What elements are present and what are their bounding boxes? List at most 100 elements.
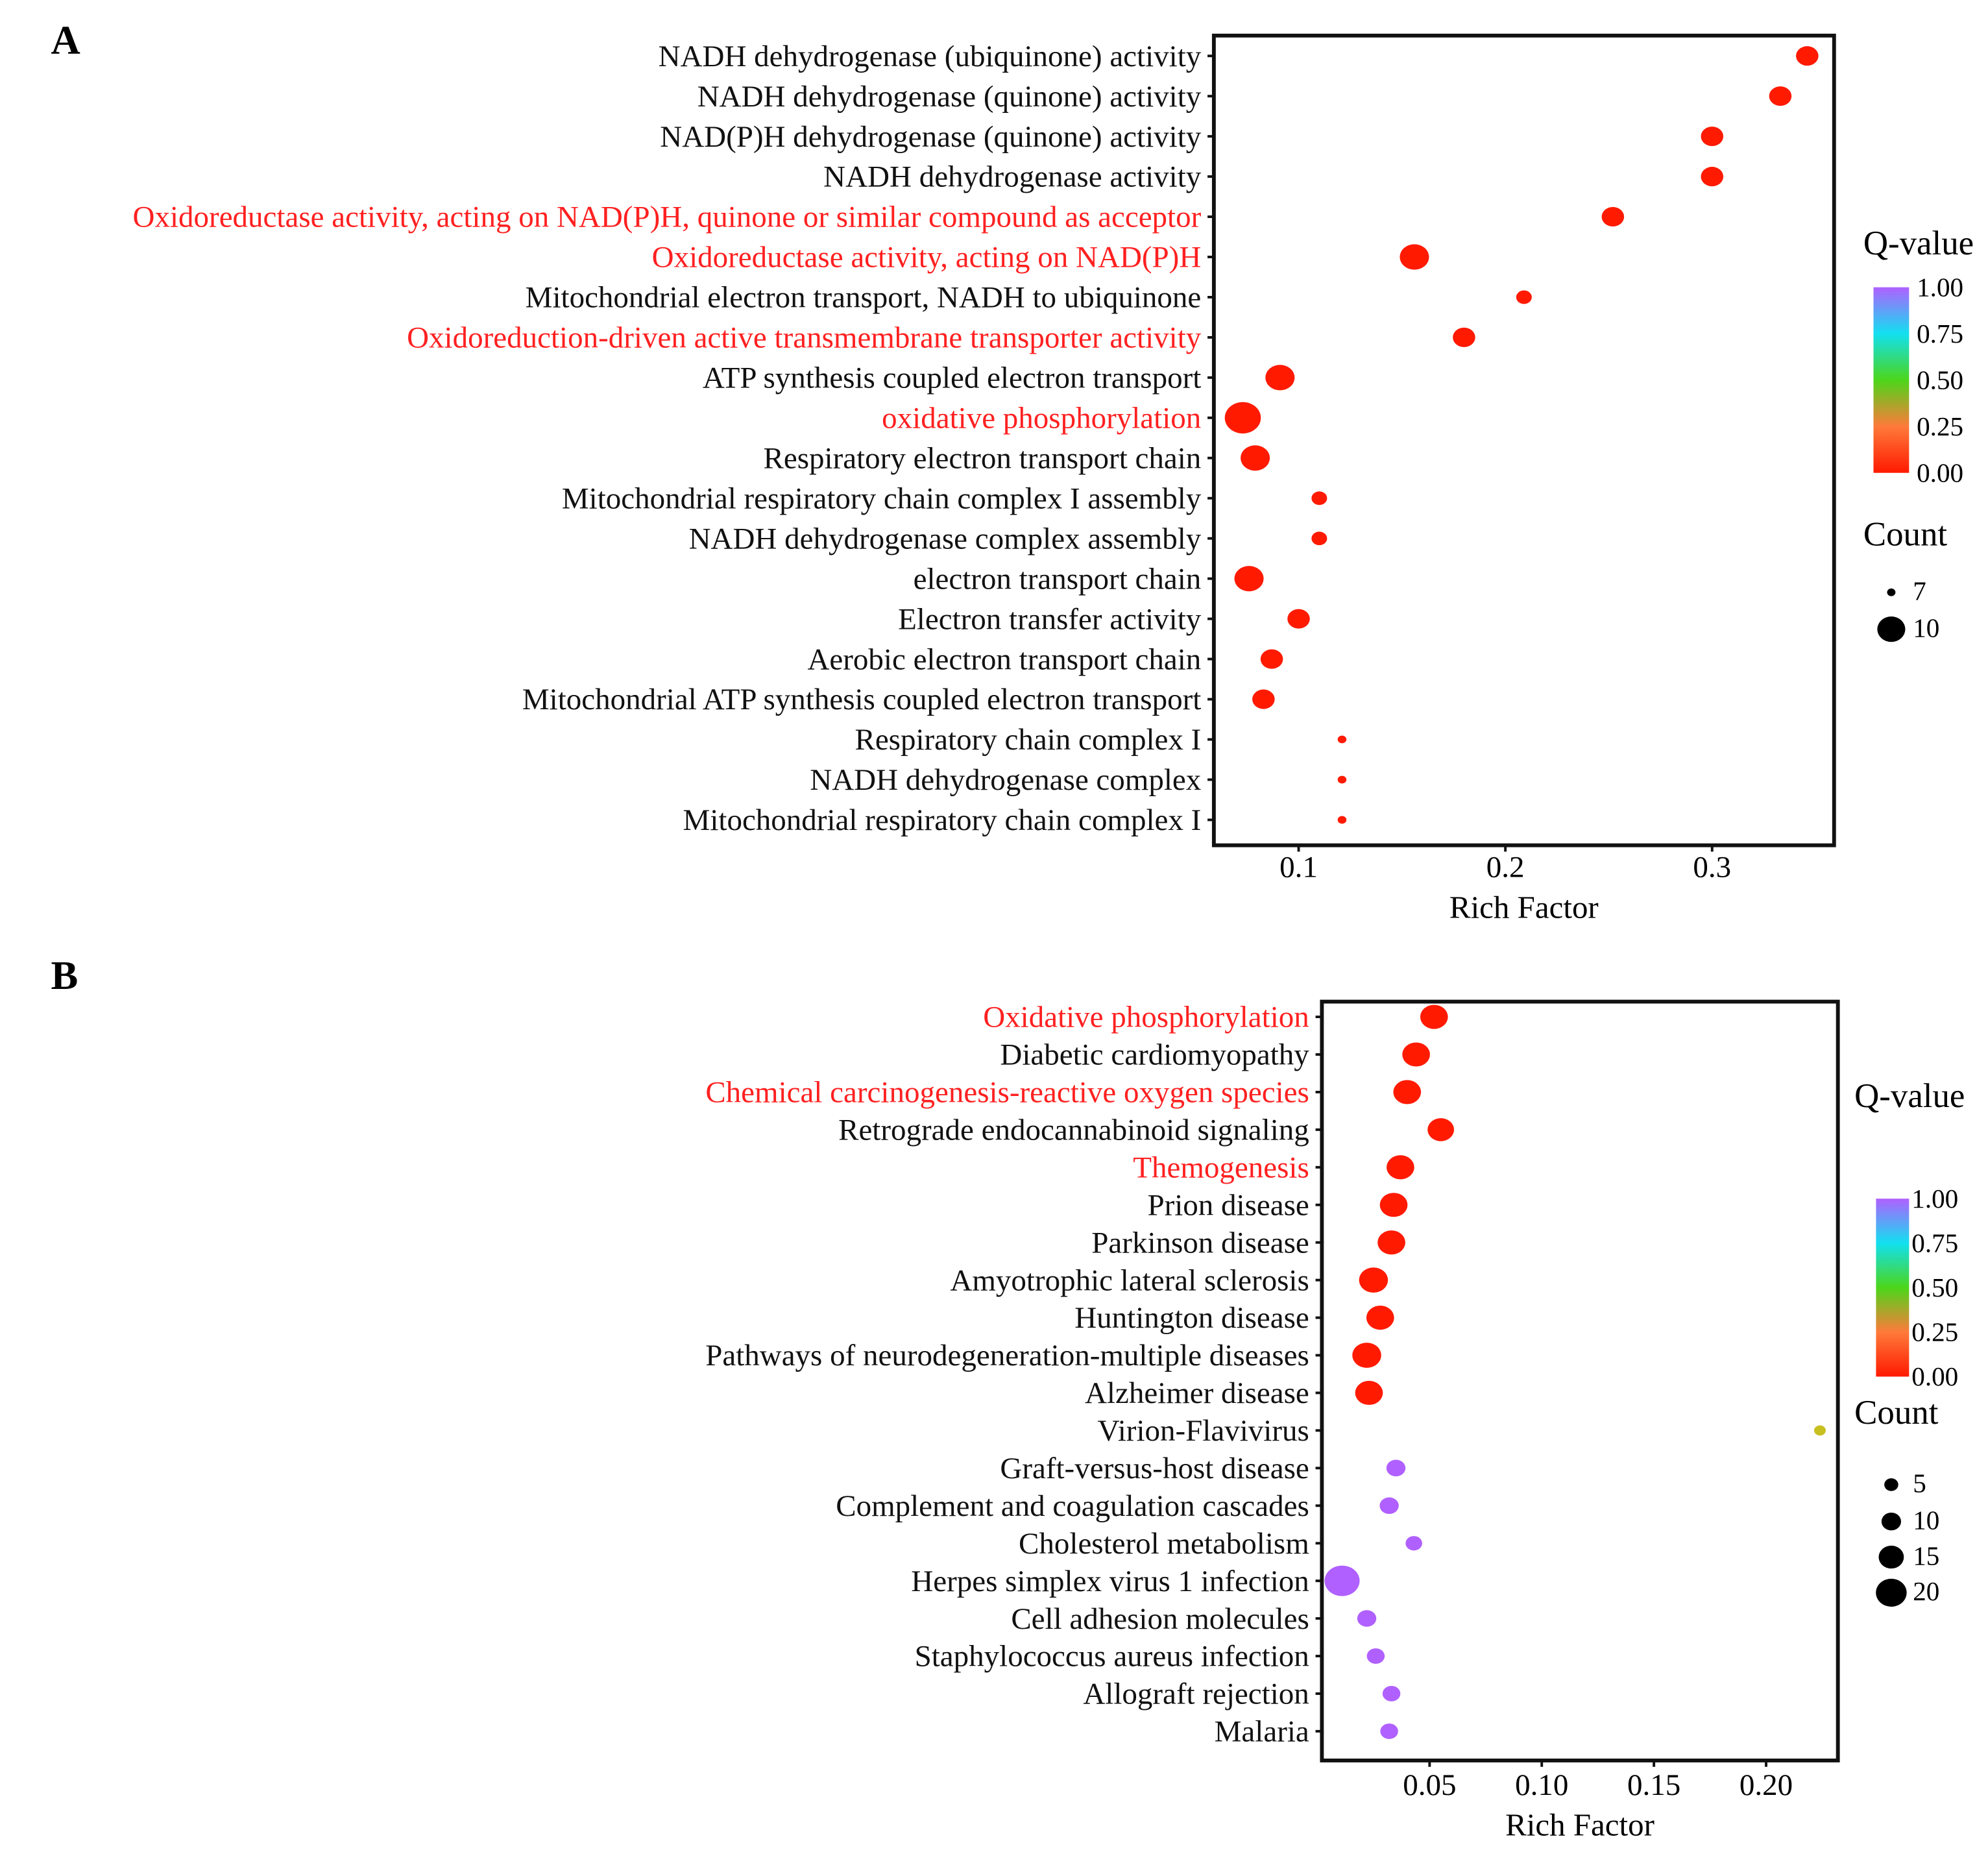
size-legend-label: 5	[1913, 1468, 1926, 1498]
y-tick-label: Oxidoreductase activity, acting on NAD(P…	[133, 201, 1202, 234]
data-point	[1405, 1536, 1422, 1551]
data-point	[1366, 1306, 1394, 1330]
y-tick-label: NADH dehydrogenase activity	[823, 160, 1202, 194]
y-tick-label: Complement and coagulation cascades	[836, 1489, 1309, 1523]
x-tick-label: 0.1	[1279, 851, 1318, 884]
data-point	[1601, 207, 1625, 227]
y-tick-label: electron transport chain	[914, 562, 1202, 596]
size-legend-dot	[1887, 588, 1896, 596]
data-point	[1516, 290, 1532, 304]
panel-b: B Oxidative phosphorylation Diabetic cardi…	[51, 953, 1965, 1843]
colorbar-tick-label: 0.50	[1917, 365, 1963, 395]
data-point	[1427, 1118, 1455, 1141]
colorbar	[1876, 1199, 1909, 1377]
x-tick-label: 0.05	[1403, 1768, 1456, 1802]
colorbar-tick-label: 0.75	[1911, 1228, 1958, 1258]
size-legend-label: 10	[1913, 1505, 1939, 1535]
colorbar-tick-label: 1.00	[1911, 1184, 1958, 1213]
plot-frame	[1320, 999, 1840, 1762]
y-tick-label: Malaria	[1215, 1715, 1309, 1749]
data-point	[1357, 1610, 1377, 1627]
y-tick-label: Alzheimer disease	[1085, 1376, 1309, 1410]
data-point	[1260, 649, 1283, 669]
data-point	[1453, 327, 1475, 347]
x-tick-label: 0.20	[1740, 1768, 1793, 1802]
data-point	[1400, 244, 1429, 270]
data-point	[1769, 86, 1792, 106]
x-tick-label: 0.10	[1515, 1768, 1568, 1802]
y-tick-label: Respiratory chain complex I	[855, 723, 1201, 757]
y-tick-label: Respiratory electron transport chain	[764, 441, 1202, 475]
data-point	[1701, 167, 1724, 187]
y-tick-label: Allograft rejection	[1083, 1677, 1309, 1711]
data-point	[1379, 1193, 1408, 1217]
y-tick-label: Oxidoreduction-driven active transmembra…	[407, 321, 1202, 355]
size-legend-title: Count	[1863, 515, 1948, 553]
plot-frame	[1211, 33, 1836, 847]
size-legend-dot	[1878, 1545, 1904, 1569]
colorbar-tick-label: 0.00	[1917, 457, 1963, 487]
y-tick-label: Parkinson disease	[1091, 1226, 1309, 1260]
panel-letter: A	[51, 17, 80, 62]
data-point	[1234, 566, 1264, 592]
y-tick-label: Oxidative phosphorylation	[983, 1001, 1309, 1034]
data-point	[1387, 1155, 1414, 1180]
y-tick-label: NADH dehydrogenase complex assembly	[689, 522, 1202, 555]
data-point	[1813, 1425, 1826, 1436]
y-tick-label: Mitochondrial electron transport, NADH t…	[526, 281, 1202, 315]
y-tick-label: oxidative phosphorylation	[882, 402, 1201, 435]
data-point	[1701, 127, 1724, 147]
colorbar-tick-label: 0.00	[1911, 1361, 1958, 1391]
panel-letter: B	[51, 953, 79, 998]
y-tick-label: Amyotrophic lateral sclerosis	[950, 1263, 1309, 1297]
size-legend-title: Count	[1854, 1394, 1939, 1432]
y-tick-label: Prion disease	[1147, 1188, 1309, 1222]
data-point	[1311, 491, 1327, 506]
data-point	[1337, 775, 1347, 784]
panel-a: A NADH dehydrogenase (ubiquinone) activit…	[51, 17, 1974, 925]
colorbar-tick-label: 0.25	[1917, 411, 1963, 441]
colorbar-tick-label: 0.75	[1917, 319, 1963, 348]
data-point	[1402, 1042, 1430, 1067]
y-tick-label: Chemical carcinogenesis-reactive oxygen …	[705, 1076, 1309, 1110]
y-tick-label: NADH dehydrogenase (quinone) activity	[697, 80, 1202, 114]
size-legend-dot	[1881, 1512, 1902, 1531]
data-point	[1359, 1267, 1388, 1293]
size-legend-label: 10	[1913, 613, 1939, 642]
data-point	[1324, 1565, 1360, 1596]
x-tick-label: 0.15	[1627, 1768, 1680, 1802]
data-point	[1252, 689, 1275, 709]
data-point	[1355, 1380, 1383, 1406]
data-point	[1377, 1230, 1405, 1255]
y-tick-label: Cell adhesion molecules	[1011, 1602, 1309, 1636]
x-axis-label: Rich Factor	[1505, 1807, 1655, 1843]
y-tick-label: ATP synthesis coupled electron transport	[703, 361, 1201, 395]
data-point	[1379, 1497, 1399, 1515]
size-legend-label: 7	[1913, 576, 1926, 606]
y-tick-label: Diabetic cardiomyopathy	[1000, 1038, 1309, 1072]
x-axis-label: Rich Factor	[1449, 889, 1599, 925]
size-legend-dot	[1876, 1578, 1907, 1607]
data-point	[1380, 1723, 1398, 1739]
data-point	[1241, 445, 1270, 471]
data-point	[1224, 402, 1261, 433]
y-tick-label: Cholesterol metabolism	[1019, 1527, 1309, 1561]
data-point	[1366, 1648, 1385, 1664]
y-tick-label: Mitochondrial respiratory chain complex …	[683, 803, 1202, 837]
y-tick-label: Themogenesis	[1133, 1151, 1309, 1184]
data-point	[1337, 735, 1347, 744]
data-point	[1420, 1005, 1448, 1029]
colorbar-title: Q-value	[1854, 1077, 1965, 1115]
y-tick-label: Graft-versus-host disease	[1000, 1452, 1309, 1485]
y-tick-label: Pathways of neurodegeneration-multiple d…	[705, 1339, 1309, 1372]
x-tick-label: 0.3	[1693, 851, 1731, 884]
size-legend-dot	[1877, 616, 1906, 642]
y-tick-label: Oxidoreductase activity, acting on NAD(P…	[652, 241, 1202, 274]
size-legend-label: 20	[1913, 1576, 1939, 1606]
y-tick-label: Mitochondrial respiratory chain complex …	[562, 481, 1202, 515]
colorbar-tick-label: 1.00	[1917, 272, 1963, 302]
size-legend-dot	[1884, 1478, 1898, 1491]
data-point	[1311, 531, 1327, 546]
y-tick-label: Retrograde endocannabinoid signaling	[838, 1114, 1309, 1147]
